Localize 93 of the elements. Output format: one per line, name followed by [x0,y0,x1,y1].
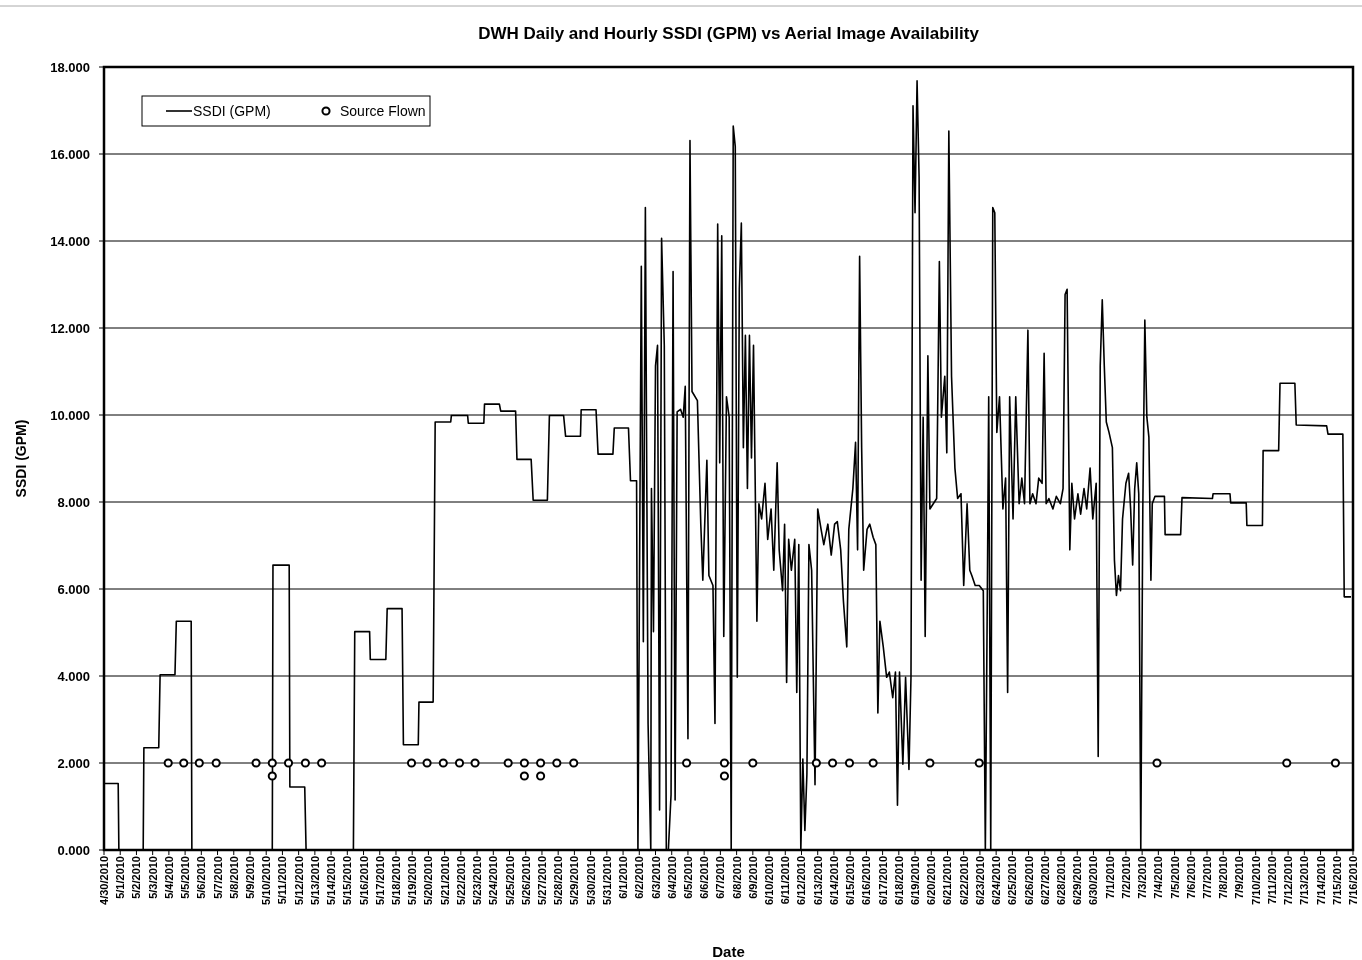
x-tick-label: 7/13/2010 [1298,856,1311,905]
chart-title: DWH Daily and Hourly SSDI (GPM) vs Aerial Image Availability [478,24,980,43]
x-tick-label: 6/3/2010 [649,856,662,899]
x-tick-label: 5/26/2010 [519,856,532,905]
x-tick-label: 7/16/2010 [1347,856,1359,905]
x-tick-label: 5/11/2010 [276,856,289,905]
y-tick-label: 12.000 [50,321,90,336]
x-tick-label: 6/11/2010 [779,856,792,905]
x-tick-label: 5/22/2010 [454,856,467,905]
x-tick-label: 5/30/2010 [584,856,597,905]
x-tick-label: 6/9/2010 [746,856,759,899]
x-tick-label: 7/5/2010 [1168,856,1181,899]
x-tick-label: 5/25/2010 [503,856,516,905]
x-tick-label: 5/20/2010 [422,856,435,905]
y-tick-label: 14.000 [50,234,90,249]
x-tick-label: 7/7/2010 [1201,856,1214,899]
x-tick-label: 6/25/2010 [1006,856,1019,905]
legend-label: Source Flown [340,103,426,119]
x-tick-label: 7/6/2010 [1184,856,1197,899]
x-tick-label: 5/12/2010 [292,856,305,905]
x-tick-label: 6/12/2010 [795,856,808,905]
x-tick-label: 6/18/2010 [892,856,905,905]
x-tick-label: 7/11/2010 [1265,856,1278,905]
x-tick-label: 6/14/2010 [827,856,840,905]
x-tick-label: 5/9/2010 [243,856,256,899]
x-tick-label: 6/7/2010 [714,856,727,899]
x-tick-label: 5/28/2010 [552,856,565,905]
x-tick-label: 6/13/2010 [811,856,824,905]
legend-label: SSDI (GPM) [193,103,271,119]
x-tick-label: 5/21/2010 [438,856,451,905]
y-tick-label: 0.000 [57,843,90,858]
x-tick-label: 7/10/2010 [1249,856,1262,905]
x-tick-label: 5/18/2010 [389,856,402,905]
y-tick-label: 8.000 [57,495,90,510]
x-tick-label: 6/20/2010 [925,856,938,905]
x-tick-label: 5/6/2010 [195,856,208,899]
x-tick-label: 6/4/2010 [665,856,678,899]
x-tick-label: 6/21/2010 [941,856,954,905]
x-tick-label: 6/6/2010 [698,856,711,899]
x-tick-label: 6/27/2010 [1038,856,1051,905]
x-tick-label: 5/19/2010 [406,856,419,905]
x-tick-label: 4/30/2010 [98,856,110,905]
y-tick-label: 2.000 [57,756,90,771]
x-tick-label: 6/15/2010 [844,856,857,905]
x-tick-label: 6/29/2010 [1071,856,1084,905]
x-tick-label: 6/1/2010 [617,856,630,899]
x-tick-label: 7/14/2010 [1314,856,1327,905]
x-tick-label: 5/23/2010 [471,856,484,905]
y-tick-label: 6.000 [57,582,90,597]
x-tick-label: 6/5/2010 [681,856,694,899]
x-tick-label: 7/15/2010 [1330,856,1343,905]
x-tick-label: 7/1/2010 [1103,856,1116,899]
y-tick-label: 4.000 [57,669,90,684]
x-tick-label: 5/13/2010 [308,856,321,905]
x-tick-label: 6/2/2010 [633,856,646,899]
x-tick-label: 5/16/2010 [357,856,370,905]
y-tick-label: 10.000 [50,408,90,423]
x-tick-label: 5/3/2010 [146,856,159,899]
x-tick-label: 7/4/2010 [1152,856,1165,899]
x-axis-title: Date [712,943,745,960]
y-axis-title: SSDI (GPM) [13,419,29,498]
x-tick-label: 6/24/2010 [990,856,1003,905]
y-tick-label: 18.000 [50,60,90,75]
x-tick-label: 6/10/2010 [763,856,776,905]
x-tick-label: 5/17/2010 [373,856,386,905]
x-tick-label: 6/19/2010 [909,856,922,905]
x-tick-label: 5/4/2010 [162,856,175,899]
x-tick-label: 5/1/2010 [114,856,127,899]
x-tick-label: 6/8/2010 [730,856,743,899]
x-tick-label: 7/3/2010 [1136,856,1149,899]
x-tick-label: 7/8/2010 [1217,856,1230,899]
x-tick-label: 5/2/2010 [130,856,143,899]
x-tick-label: 5/15/2010 [341,856,354,905]
y-tick-label: 16.000 [50,147,90,162]
x-tick-label: 5/14/2010 [325,856,338,905]
x-tick-label: 6/26/2010 [1022,856,1035,905]
x-tick-label: 5/5/2010 [179,856,192,899]
x-tick-label: 5/24/2010 [487,856,500,905]
x-tick-label: 6/22/2010 [957,856,970,905]
x-tick-label: 6/30/2010 [1087,856,1100,905]
x-tick-label: 5/31/2010 [600,856,613,905]
x-tick-label: 6/23/2010 [973,856,986,905]
x-tick-label: 5/7/2010 [211,856,224,899]
x-tick-label: 6/16/2010 [860,856,873,905]
x-tick-label: 5/29/2010 [568,856,581,905]
x-tick-label: 7/12/2010 [1282,856,1295,905]
x-tick-label: 6/28/2010 [1055,856,1068,905]
x-tick-label: 7/2/2010 [1119,856,1132,899]
x-tick-label: 5/27/2010 [535,856,548,905]
x-tick-label: 6/17/2010 [876,856,889,905]
x-tick-label: 5/8/2010 [227,856,240,899]
x-tick-label: 5/10/2010 [260,856,273,905]
x-tick-label: 7/9/2010 [1233,856,1246,899]
